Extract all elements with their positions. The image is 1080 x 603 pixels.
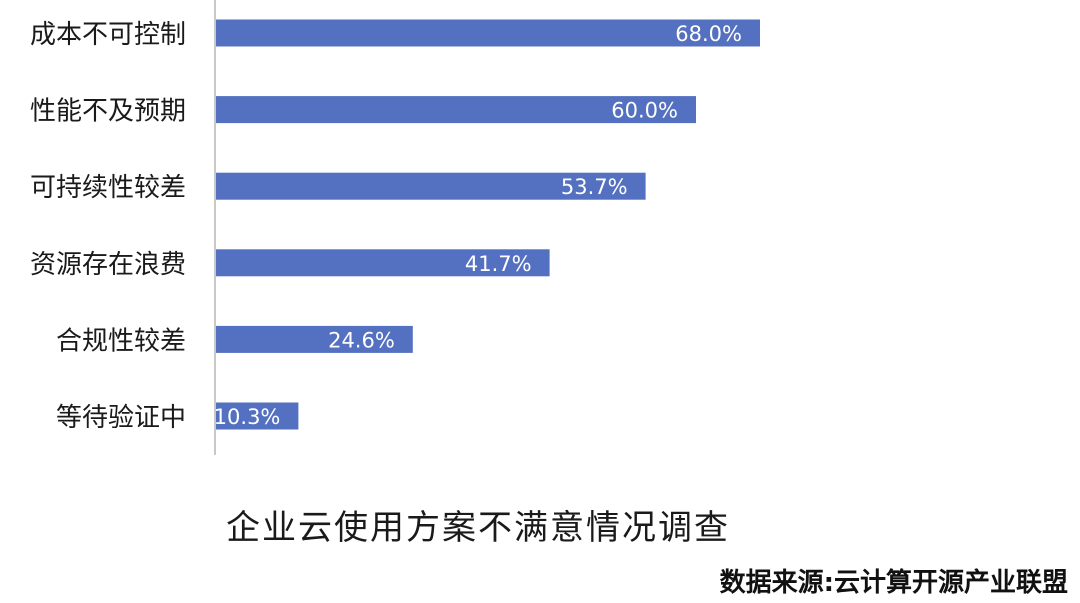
- bar: [216, 402, 299, 430]
- bar-chart: 成本不可控制 68.0% 性能不及预期 60.0% 可持续性较差 53.7% 资源存在浪费 4…: [30, 0, 760, 455]
- bar: [216, 325, 413, 353]
- bars-group: 成本不可控制 68.0% 性能不及预期 60.0% 可持续性较差 53.7% 资源存在浪费 4…: [30, 19, 760, 433]
- bar: [216, 96, 696, 124]
- value-label: 60.0%: [611, 99, 678, 123]
- value-label: 68.0%: [675, 22, 742, 46]
- bar: [216, 19, 760, 47]
- category-label: 资源存在浪费: [30, 250, 186, 280]
- bar: [216, 249, 550, 277]
- value-label: 24.6%: [328, 328, 395, 352]
- value-label: 10.3%: [214, 405, 281, 429]
- value-label: 41.7%: [465, 252, 532, 276]
- bar: [216, 172, 646, 200]
- category-label: 合规性较差: [56, 326, 186, 356]
- category-label: 等待验证中: [56, 403, 186, 433]
- data-source-note: 数据来源:云计算开源产业联盟: [719, 568, 1068, 598]
- value-label: 53.7%: [561, 175, 628, 199]
- category-label: 性能不及预期: [30, 97, 186, 127]
- chart-title: 企业云使用方案不满意情况调查: [226, 508, 730, 548]
- category-label: 可持续性较差: [30, 173, 186, 203]
- category-label: 成本不可控制: [30, 20, 186, 50]
